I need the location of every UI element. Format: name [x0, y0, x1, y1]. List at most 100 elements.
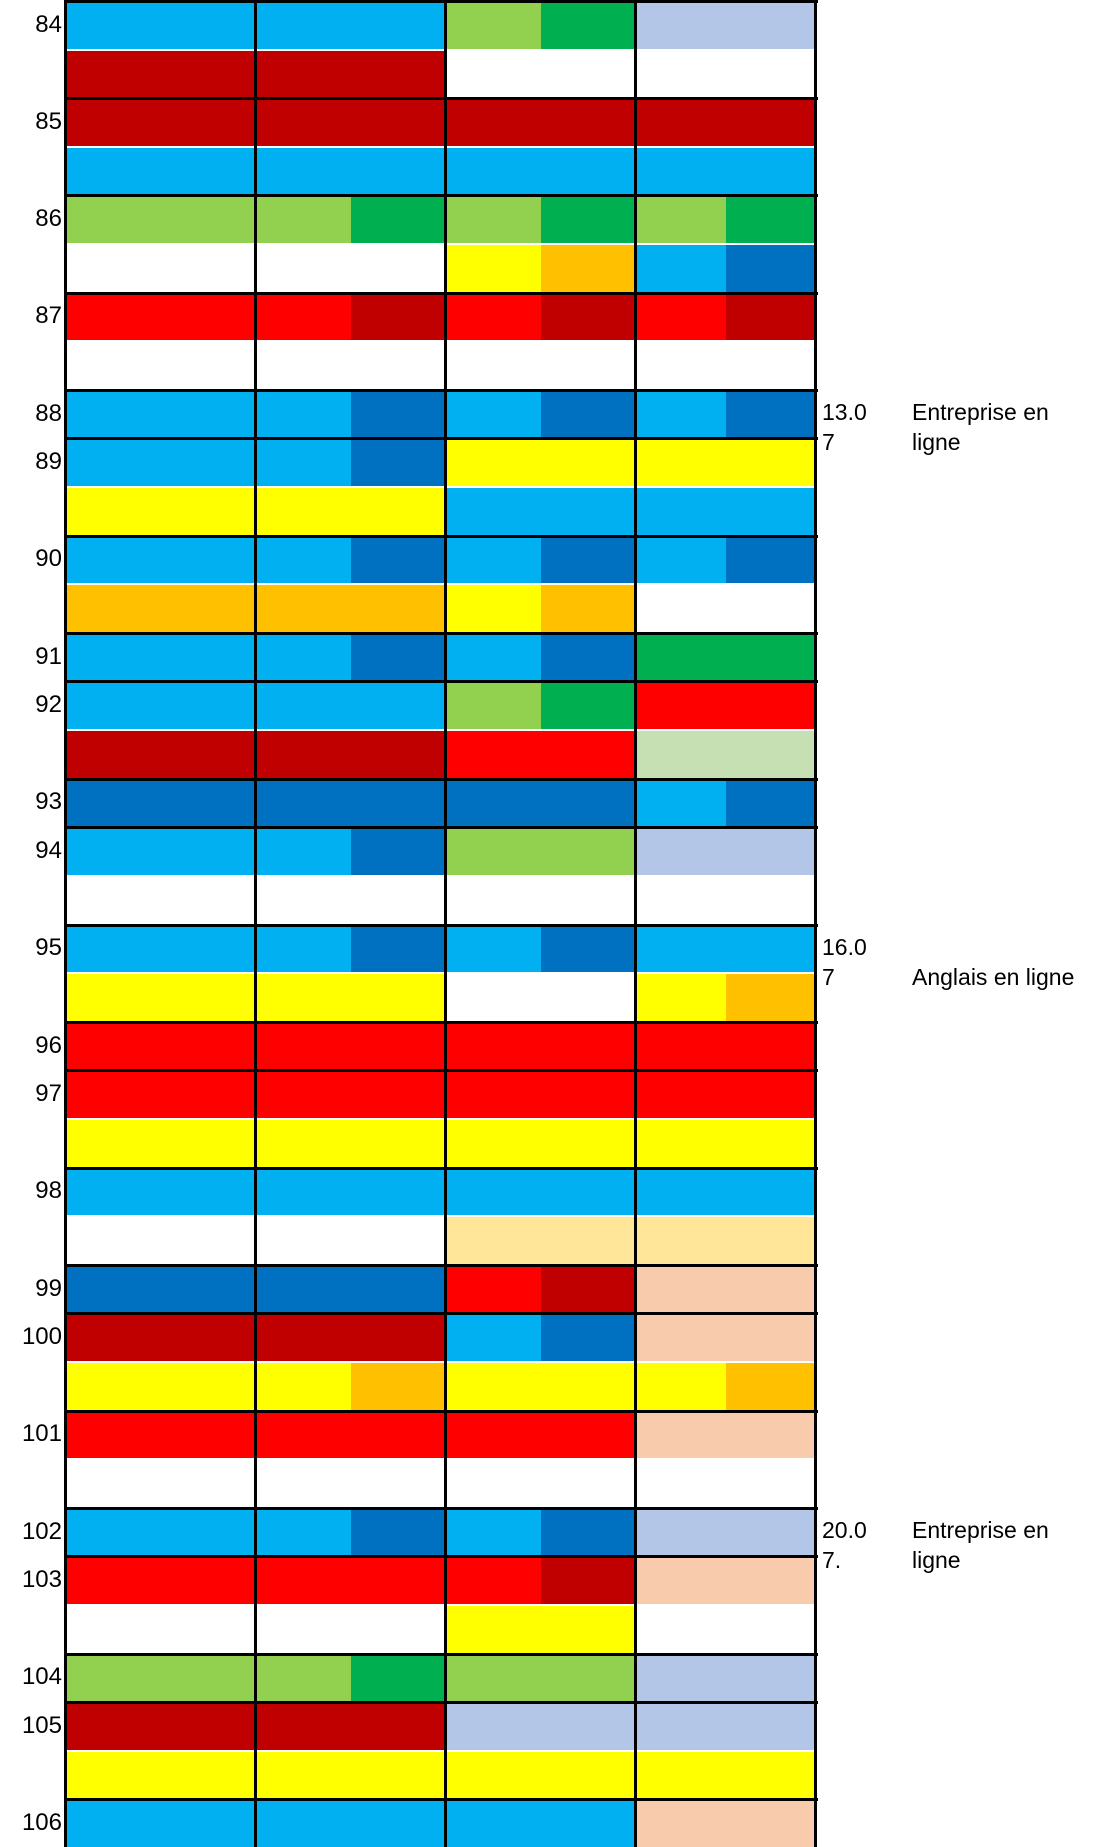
schedule-cell[interactable] — [351, 828, 446, 875]
schedule-cell[interactable] — [66, 147, 161, 195]
schedule-cell[interactable] — [256, 1703, 351, 1750]
schedule-cell[interactable] — [66, 1508, 161, 1556]
schedule-cell[interactable] — [541, 925, 636, 973]
schedule-cell[interactable] — [726, 50, 816, 98]
schedule-cell[interactable] — [351, 877, 446, 924]
schedule-cell[interactable] — [351, 634, 446, 681]
schedule-cell[interactable] — [351, 585, 446, 632]
schedule-cell[interactable] — [161, 536, 256, 584]
schedule-cell[interactable] — [256, 391, 351, 438]
schedule-cell[interactable] — [541, 1460, 636, 1507]
schedule-cell[interactable] — [541, 1800, 636, 1847]
schedule-cell[interactable] — [446, 585, 541, 632]
schedule-cell[interactable] — [256, 1411, 351, 1459]
schedule-cell[interactable] — [446, 1460, 541, 1507]
schedule-cell[interactable] — [446, 828, 541, 875]
schedule-cell[interactable] — [161, 147, 256, 195]
schedule-cell[interactable] — [636, 488, 726, 535]
schedule-cell[interactable] — [726, 99, 816, 146]
schedule-cell[interactable] — [446, 196, 541, 244]
schedule-cell[interactable] — [66, 682, 161, 730]
schedule-cell[interactable] — [256, 1606, 351, 1653]
schedule-cell[interactable] — [636, 1168, 726, 1216]
schedule-cell[interactable] — [636, 1751, 726, 1799]
schedule-cell[interactable] — [636, 293, 726, 341]
schedule-cell[interactable] — [66, 1265, 161, 1313]
schedule-cell[interactable] — [161, 634, 256, 681]
schedule-cell[interactable] — [66, 779, 161, 827]
schedule-cell[interactable] — [256, 1071, 351, 1118]
schedule-cell[interactable] — [541, 536, 636, 584]
schedule-cell[interactable] — [636, 682, 726, 730]
schedule-cell[interactable] — [161, 245, 256, 292]
schedule-cell[interactable] — [351, 1751, 446, 1799]
schedule-cell[interactable] — [66, 1071, 161, 1118]
schedule-cell[interactable] — [161, 1751, 256, 1799]
schedule-cell[interactable] — [351, 1460, 446, 1507]
schedule-cell[interactable] — [351, 342, 446, 389]
schedule-cell[interactable] — [636, 245, 726, 292]
schedule-cell[interactable] — [351, 1800, 446, 1847]
schedule-cell[interactable] — [541, 439, 636, 487]
schedule-cell[interactable] — [446, 925, 541, 973]
schedule-cell[interactable] — [541, 828, 636, 875]
schedule-cell[interactable] — [446, 1557, 541, 1604]
schedule-cell[interactable] — [256, 439, 351, 487]
schedule-cell[interactable] — [636, 1606, 726, 1653]
schedule-cell[interactable] — [256, 1557, 351, 1604]
schedule-cell[interactable] — [541, 342, 636, 389]
schedule-cell[interactable] — [256, 1751, 351, 1799]
schedule-cell[interactable] — [446, 439, 541, 487]
schedule-cell[interactable] — [161, 488, 256, 535]
schedule-cell[interactable] — [256, 1022, 351, 1070]
schedule-cell[interactable] — [66, 877, 161, 924]
schedule-cell[interactable] — [256, 731, 351, 778]
schedule-cell[interactable] — [161, 1703, 256, 1750]
schedule-cell[interactable] — [256, 196, 351, 244]
schedule-cell[interactable] — [636, 1314, 726, 1361]
schedule-cell[interactable] — [541, 877, 636, 924]
schedule-cell[interactable] — [636, 1654, 726, 1702]
schedule-cell[interactable] — [541, 585, 636, 632]
schedule-cell[interactable] — [726, 1508, 816, 1556]
schedule-cell[interactable] — [726, 1460, 816, 1507]
schedule-cell[interactable] — [161, 779, 256, 827]
schedule-cell[interactable] — [446, 1411, 541, 1459]
schedule-cell[interactable] — [726, 974, 816, 1021]
schedule-cell[interactable] — [256, 1314, 351, 1361]
schedule-cell[interactable] — [161, 1217, 256, 1264]
schedule-cell[interactable] — [446, 974, 541, 1021]
schedule-cell[interactable] — [161, 1168, 256, 1216]
schedule-cell[interactable] — [351, 1606, 446, 1653]
schedule-cell[interactable] — [161, 1022, 256, 1070]
schedule-cell[interactable] — [541, 1557, 636, 1604]
schedule-cell[interactable] — [446, 1508, 541, 1556]
schedule-cell[interactable] — [636, 1071, 726, 1118]
schedule-cell[interactable] — [726, 634, 816, 681]
schedule-cell[interactable] — [161, 342, 256, 389]
schedule-cell[interactable] — [636, 877, 726, 924]
schedule-cell[interactable] — [351, 731, 446, 778]
schedule-cell[interactable] — [256, 536, 351, 584]
schedule-cell[interactable] — [256, 974, 351, 1021]
schedule-cell[interactable] — [446, 1314, 541, 1361]
schedule-cell[interactable] — [351, 1120, 446, 1167]
schedule-cell[interactable] — [351, 293, 446, 341]
schedule-cell[interactable] — [66, 293, 161, 341]
schedule-cell[interactable] — [541, 634, 636, 681]
schedule-cell[interactable] — [446, 1654, 541, 1702]
schedule-cell[interactable] — [256, 2, 351, 49]
schedule-cell[interactable] — [66, 1168, 161, 1216]
schedule-cell[interactable] — [541, 50, 636, 98]
schedule-cell[interactable] — [541, 1363, 636, 1410]
schedule-cell[interactable] — [726, 1751, 816, 1799]
schedule-cell[interactable] — [446, 99, 541, 146]
schedule-cell[interactable] — [351, 245, 446, 292]
schedule-cell[interactable] — [446, 1071, 541, 1118]
schedule-cell[interactable] — [446, 342, 541, 389]
schedule-cell[interactable] — [161, 439, 256, 487]
schedule-cell[interactable] — [541, 293, 636, 341]
schedule-cell[interactable] — [446, 1703, 541, 1750]
schedule-cell[interactable] — [541, 1314, 636, 1361]
schedule-cell[interactable] — [256, 828, 351, 875]
